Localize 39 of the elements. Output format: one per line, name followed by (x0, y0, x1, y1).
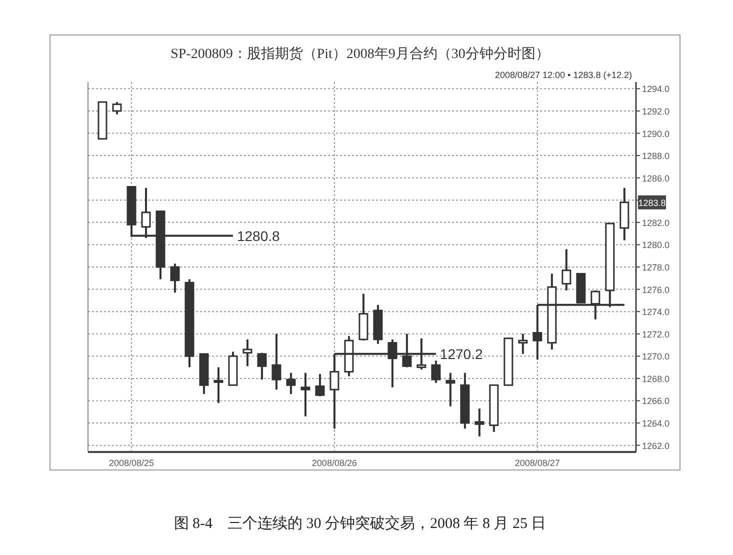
x-tick-label: 2008/08/26 (312, 458, 357, 468)
y-tick-label: 1282.0 (642, 218, 670, 228)
x-tick-label: 2008/08/25 (108, 458, 154, 468)
y-tick-label: 1272.0 (642, 329, 670, 340)
candlestick (214, 366, 224, 404)
y-tick-label: 1290.0 (642, 128, 670, 139)
candlestick (518, 332, 528, 355)
candlestick (300, 372, 310, 418)
y-tick-label: 1292.0 (642, 106, 670, 116)
y-tick-label: 1270.0 (642, 352, 670, 362)
candlestick (242, 338, 252, 368)
candlestick (315, 372, 325, 398)
candlestick (446, 372, 456, 408)
y-tick-label: 1286.0 (642, 173, 670, 184)
chart-title: SP-200809：股指期货（Pit）2008年9月合约（30分钟分时图） (170, 46, 550, 62)
candlestick (431, 360, 441, 384)
y-tick-label: 1268.0 (642, 374, 670, 384)
y-tick-label: 1278.0 (642, 262, 670, 272)
data-label: 1270.2 (440, 346, 483, 362)
y-tick-label: 1280.0 (642, 240, 670, 250)
candlestick (257, 352, 267, 381)
y-tick-label: 1264.0 (642, 418, 670, 429)
data-label: 1280.8 (236, 228, 280, 244)
y-tick-label: 1262.0 (642, 440, 670, 451)
candlestick (272, 332, 282, 391)
annotation: 1283.8 (638, 198, 666, 208)
caption: 图 8-4 三个连续的 30 分钟突破交易，2008 年 8 月 25 日 (174, 515, 546, 532)
text: 2008/08/27 12:00 • 1283.8 (+12.2) (494, 70, 632, 80)
candlestick (562, 248, 572, 292)
candlestick (474, 408, 484, 438)
candlestick (286, 372, 296, 396)
y-tick-label: 1294.0 (642, 84, 670, 94)
y-tick-label: 1276.0 (642, 284, 670, 295)
y-tick-label: 1266.0 (642, 396, 670, 406)
candlestick (170, 262, 180, 294)
candlestick (112, 101, 122, 116)
x-tick-label: 2008/08/27 (514, 458, 560, 468)
y-tick-label: 1288.0 (642, 151, 670, 162)
y-tick-label: 1274.0 (642, 307, 670, 318)
